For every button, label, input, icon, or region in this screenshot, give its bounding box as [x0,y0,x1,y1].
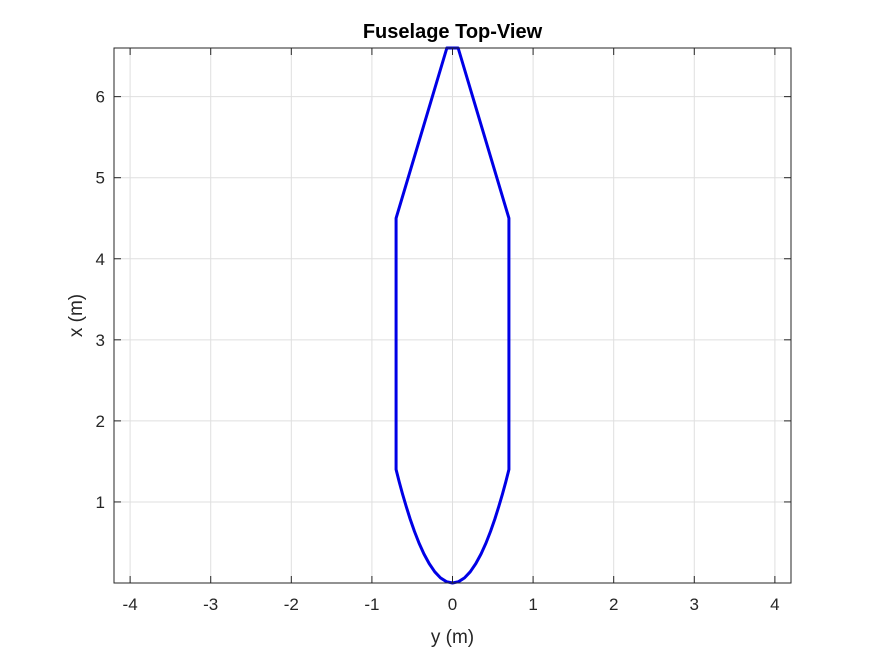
x-tick-label: 4 [770,595,779,614]
x-tick-label: 2 [609,595,618,614]
x-axis-label: y (m) [431,627,474,648]
y-tick-label: 3 [96,331,105,350]
series-layer [394,46,511,585]
x-tick-label: -1 [364,595,379,614]
ticks: -4 -3 -2 -1 0 1 2 3 4 1 2 3 4 5 6 [96,48,791,614]
fuselage-outline-line [394,46,511,585]
y-tick-label: 5 [96,169,105,188]
x-tick-label: 3 [690,595,699,614]
grid [114,48,791,583]
y-tick-label: 4 [96,250,105,269]
y-axis-label: x (m) [66,294,87,337]
y-tick-label: 2 [96,412,105,431]
x-tick-label: -4 [123,595,138,614]
x-tick-label: 1 [528,595,537,614]
x-tick-label: 0 [448,595,457,614]
y-tick-label: 1 [96,493,105,512]
y-tick-label: 6 [96,88,105,107]
x-tick-label: -3 [203,595,218,614]
chart-title: Fuselage Top-View [363,21,543,43]
x-tick-label: -2 [284,595,299,614]
